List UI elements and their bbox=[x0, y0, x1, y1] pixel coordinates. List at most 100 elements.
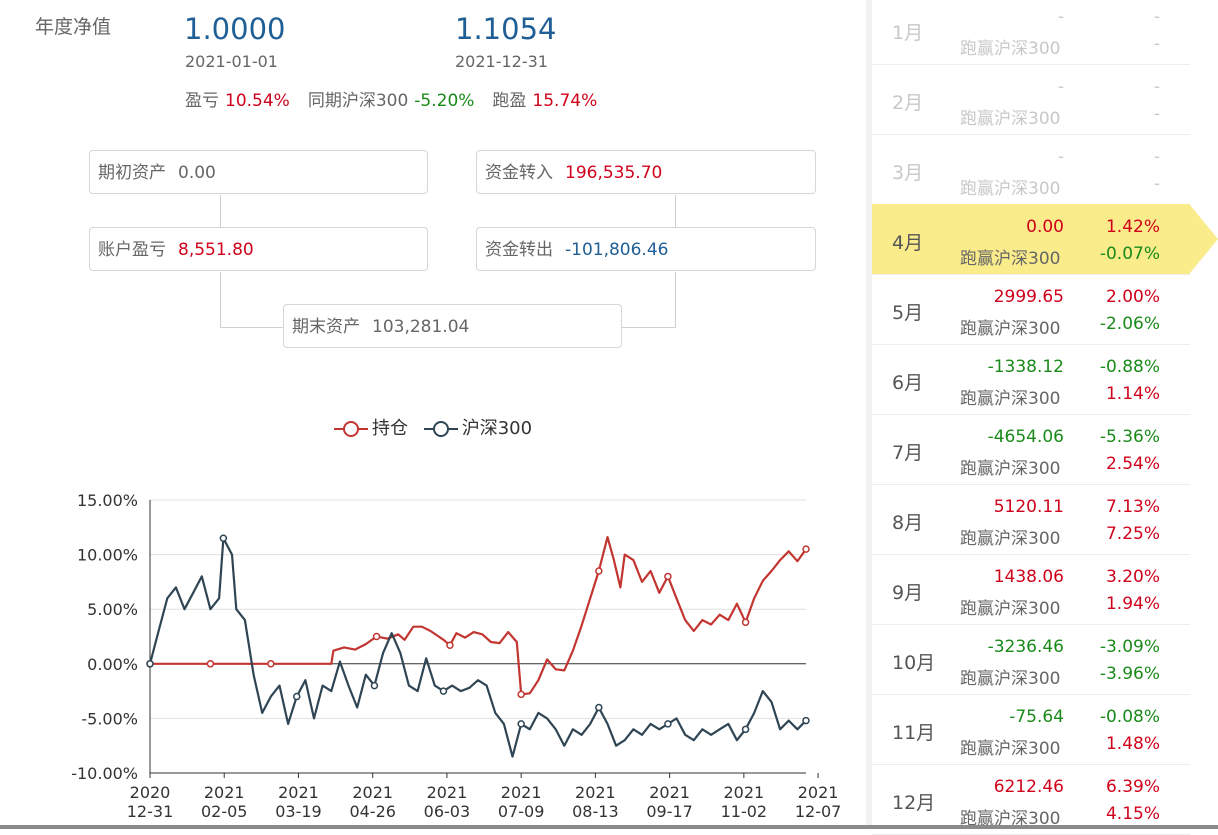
month-name: 1月 bbox=[892, 22, 924, 44]
month-bench-pct: 1.94% bbox=[1105, 594, 1160, 614]
month-row[interactable]: 8月 5120.11 7.13% 跑赢沪深300 7.25% bbox=[872, 484, 1190, 555]
month-bench-pct: 2.54% bbox=[1105, 454, 1160, 474]
month-name: 11月 bbox=[892, 722, 936, 744]
series-marker bbox=[267, 660, 275, 668]
month-row[interactable]: 10月 -3236.46 -3.09% 跑赢沪深300 -3.96% bbox=[872, 624, 1190, 695]
series-marker bbox=[741, 725, 750, 734]
series-marker bbox=[370, 681, 379, 690]
month-name: 8月 bbox=[892, 512, 924, 534]
y-tick-label: 10.00% bbox=[77, 546, 138, 565]
month-name: 10月 bbox=[892, 652, 936, 674]
bottom-scrollbar[interactable] bbox=[0, 825, 1218, 829]
month-return: -0.88% bbox=[1099, 357, 1160, 377]
month-bench-label: 跑赢沪深300 bbox=[960, 39, 1061, 59]
account-pnl-value: 8,551.80 bbox=[178, 240, 254, 260]
series-marker bbox=[146, 660, 154, 668]
month-return: 7.13% bbox=[1105, 497, 1160, 517]
series-marker bbox=[219, 534, 228, 542]
opening-value: 0.00 bbox=[178, 163, 216, 183]
month-bench-label: 跑赢沪深300 bbox=[960, 529, 1061, 549]
x-tick-year: 2021 bbox=[501, 783, 542, 802]
month-row[interactable]: 1月 - - 跑赢沪深300 - bbox=[872, 0, 1190, 65]
legend-holding-label: 持仓 bbox=[372, 418, 408, 439]
month-return: 3.20% bbox=[1105, 567, 1160, 587]
month-name: 3月 bbox=[892, 162, 924, 184]
series-marker bbox=[292, 692, 301, 701]
legend-item-index[interactable]: 沪深300 bbox=[423, 414, 533, 440]
connector bbox=[220, 195, 221, 227]
month-bench-pct: 1.14% bbox=[1105, 384, 1160, 404]
month-row[interactable]: 4月 0.00 1.42% 跑赢沪深300 -0.07% bbox=[872, 204, 1190, 275]
month-pnl: - bbox=[1057, 147, 1064, 167]
x-tick-day: 12-31 bbox=[127, 802, 174, 821]
inflow-value: 196,535.70 bbox=[565, 163, 663, 183]
month-bench-pct: -0.07% bbox=[1099, 244, 1160, 264]
legend-item-holding[interactable]: 持仓 bbox=[334, 414, 408, 440]
month-pnl: 2999.65 bbox=[993, 287, 1064, 307]
month-name: 6月 bbox=[892, 372, 924, 394]
month-row[interactable]: 7月 -4654.06 -5.36% 跑赢沪深300 2.54% bbox=[872, 414, 1190, 485]
month-row[interactable]: 12月 6212.46 6.39% 跑赢沪深300 4.15% bbox=[872, 764, 1190, 835]
series-marker bbox=[446, 641, 454, 649]
series-marker bbox=[517, 690, 525, 699]
x-tick-year: 2021 bbox=[352, 783, 393, 802]
outflow-value: -101,806.46 bbox=[565, 240, 669, 260]
x-tick-day: 09-17 bbox=[646, 802, 693, 821]
month-row[interactable]: 3月 - - 跑赢沪深300 - bbox=[872, 134, 1190, 205]
connector bbox=[675, 195, 676, 227]
month-bench-label: 跑赢沪深300 bbox=[960, 389, 1061, 409]
month-bench-label: 跑赢沪深300 bbox=[960, 809, 1061, 829]
inflow-box: 资金转入 196,535.70 bbox=[476, 150, 816, 194]
series-line-holding bbox=[150, 536, 807, 696]
y-tick-label: -10.00% bbox=[71, 764, 138, 783]
x-tick-day: 12-07 bbox=[795, 802, 842, 821]
bench-label: 同期沪深300 bbox=[307, 91, 409, 111]
annual-nav-label: 年度净值 bbox=[35, 16, 112, 38]
month-pnl: 5120.11 bbox=[993, 497, 1064, 517]
end-date: 2021-12-31 bbox=[455, 52, 548, 71]
pnl-value: 10.54% bbox=[225, 91, 290, 111]
annual-summary-panel: 年度净值 1.0000 2021-01-01 1.1054 2021-12-31… bbox=[0, 12, 866, 825]
month-bench-label: 跑赢沪深300 bbox=[960, 249, 1061, 269]
month-bench-pct: - bbox=[1153, 104, 1160, 124]
month-name: 5月 bbox=[892, 302, 924, 324]
pnl-label: 盈亏 bbox=[185, 91, 219, 111]
month-name: 2月 bbox=[892, 92, 924, 114]
start-nav: 1.0000 bbox=[184, 12, 286, 46]
month-pnl: -75.64 bbox=[1009, 707, 1064, 727]
month-row[interactable]: 6月 -1338.12 -0.88% 跑赢沪深300 1.14% bbox=[872, 344, 1190, 415]
panel-divider bbox=[866, 0, 872, 829]
month-row[interactable]: 5月 2999.65 2.00% 跑赢沪深300 -2.06% bbox=[872, 274, 1190, 345]
x-tick-day: 11-02 bbox=[721, 802, 768, 821]
month-return: -5.36% bbox=[1099, 427, 1160, 447]
legend-index-label: 沪深300 bbox=[461, 418, 533, 439]
connector bbox=[675, 272, 676, 327]
legend-holding-icon bbox=[334, 421, 368, 437]
connector bbox=[621, 327, 676, 328]
month-pnl: -1338.12 bbox=[987, 357, 1064, 377]
month-bench-pct: -2.06% bbox=[1099, 314, 1160, 334]
month-bench-pct: - bbox=[1153, 174, 1160, 194]
excess-label: 跑盈 bbox=[492, 91, 527, 111]
closing-value: 103,281.04 bbox=[372, 317, 470, 337]
end-nav: 1.1054 bbox=[455, 12, 557, 46]
x-tick-year: 2021 bbox=[427, 783, 468, 802]
x-tick-year: 2021 bbox=[575, 783, 616, 802]
excess-value: 15.74% bbox=[532, 91, 598, 111]
opening-label: 期初资产 bbox=[98, 163, 166, 183]
nav-line-chart[interactable]: 15.00%10.00%5.00%0.00%-5.00%-10.00%20201… bbox=[0, 480, 866, 825]
active-month-arrow bbox=[1190, 205, 1218, 273]
month-pnl: - bbox=[1057, 77, 1064, 97]
month-return: - bbox=[1153, 147, 1160, 167]
opening-assets-box: 期初资产 0.00 bbox=[89, 150, 428, 194]
month-row[interactable]: 2月 - - 跑赢沪深300 - bbox=[872, 64, 1190, 135]
x-tick-year: 2021 bbox=[204, 783, 245, 802]
series-marker bbox=[517, 720, 525, 728]
closing-label: 期末资产 bbox=[292, 317, 360, 337]
month-name: 7月 bbox=[892, 442, 924, 464]
month-row[interactable]: 9月 1438.06 3.20% 跑赢沪深300 1.94% bbox=[872, 554, 1190, 625]
month-row[interactable]: 11月 -75.64 -0.08% 跑赢沪深300 1.48% bbox=[872, 694, 1190, 765]
start-date: 2021-01-01 bbox=[185, 52, 278, 71]
month-return: 1.42% bbox=[1105, 217, 1160, 237]
month-return: -3.09% bbox=[1099, 637, 1160, 657]
